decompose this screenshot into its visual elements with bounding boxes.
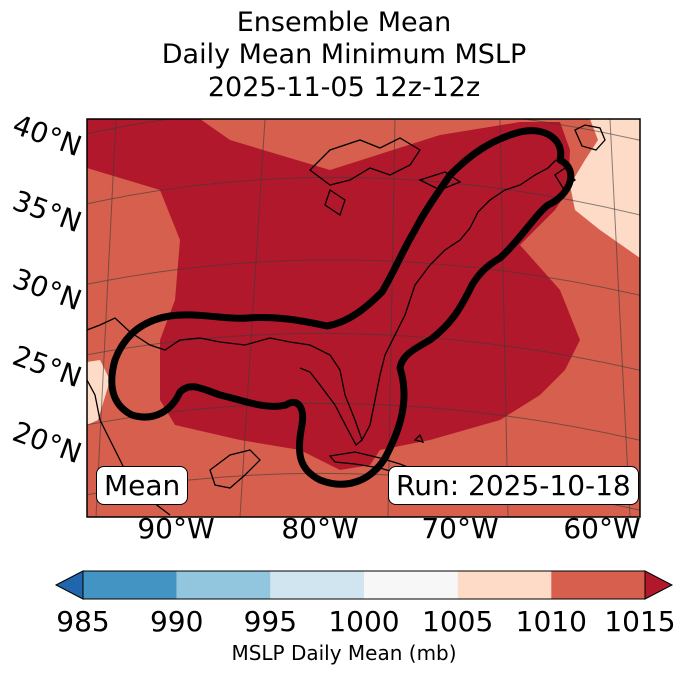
colorbar-tick-990: 990: [149, 605, 204, 638]
colorbar: [54, 570, 674, 600]
colorbar-tick-985: 985: [56, 605, 110, 638]
mean-label-box: Mean: [96, 466, 189, 505]
lon-label-70w: 70°W: [421, 512, 499, 545]
colorbar-segment-1005-1010: [457, 571, 552, 599]
colorbar-segment-995-1000: [270, 571, 364, 599]
title-line-3: 2025-11-05 12z-12z: [207, 72, 481, 103]
colorbar-tick-1005: 1005: [422, 605, 494, 638]
lon-label-60w: 60°W: [563, 512, 641, 545]
colorbar-tick-995: 995: [243, 605, 298, 638]
colorbar-tick-1010: 1010: [515, 605, 587, 638]
colorbar-label: MSLP Daily Mean (mb): [231, 641, 457, 665]
coastlines: [87, 124, 606, 516]
map-frame: [86, 118, 641, 518]
colorbar-segment-985-990: [83, 571, 177, 599]
map-panel: [87, 119, 640, 517]
colorbar-frame: [82, 570, 646, 600]
contour-line-1015: [108, 127, 575, 488]
lon-label-80w: 80°W: [281, 512, 359, 545]
pressure-fill-1005-1010-gulf: [87, 360, 110, 425]
run-date-box: Run: 2025-10-18: [388, 466, 639, 505]
colorbar-upper-extend: [644, 570, 674, 600]
title-line-1: Ensemble Mean: [236, 7, 452, 38]
colorbar-segment-1010-1015: [551, 571, 645, 599]
colorbar-lower-extend: [54, 570, 84, 600]
pressure-fill-1005-1010-northeast: [570, 119, 640, 258]
colorbar-segment-990-995: [176, 571, 271, 599]
lon-label-90w: 90°W: [137, 512, 215, 545]
colorbar-segment-1000-1005: [364, 571, 458, 599]
title-line-2: Daily Mean Minimum MSLP: [161, 39, 527, 70]
colorbar-tick-1000: 1000: [328, 605, 400, 638]
colorbar-tick-1015: 1015: [604, 605, 676, 638]
pressure-fill-1015-plus: [87, 119, 580, 470]
